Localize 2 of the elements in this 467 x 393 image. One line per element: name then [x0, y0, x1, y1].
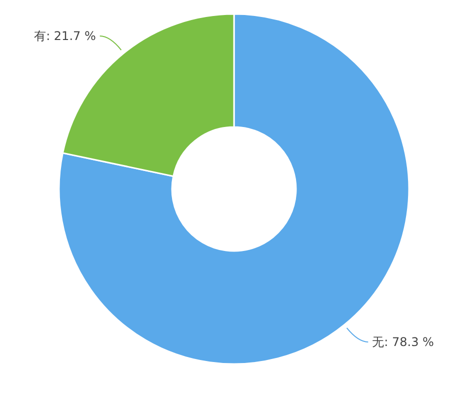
slice-label: 有: 21.7 % [34, 29, 96, 44]
slice-label: 无: 78.3 % [372, 334, 434, 349]
